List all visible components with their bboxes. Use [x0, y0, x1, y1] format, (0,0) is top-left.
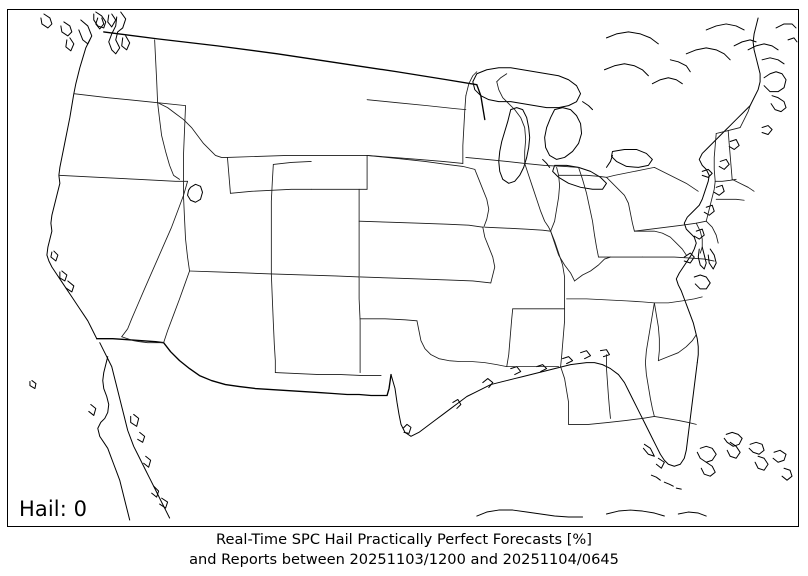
conus-map — [8, 10, 798, 526]
coastline-us-west — [30, 40, 97, 389]
caption-line-2: and Reports between 20251103/1200 and 20… — [189, 551, 619, 569]
coastline-chesapeake — [694, 247, 716, 289]
state-borders-west — [59, 40, 381, 376]
coastline-canada-inner — [604, 32, 784, 84]
state-borders-midwest — [497, 74, 754, 425]
coastline-baja-mexico — [89, 343, 170, 520]
caption-line-1: Real-Time SPC Hail Practically Perfect F… — [216, 531, 592, 548]
great-salt-lake — [188, 184, 203, 202]
coastline-british-columbia — [41, 12, 106, 36]
national-border-mexico — [97, 339, 391, 396]
map-frame: Hail: 0 — [7, 9, 799, 527]
national-border-canada — [104, 32, 485, 120]
coastline-atlantic — [676, 106, 750, 363]
coastline-pacific-northwest — [66, 12, 130, 54]
coastline-northeast — [706, 18, 797, 135]
coastline-gulf — [391, 350, 697, 469]
figure-caption: Real-Time SPC Hail Practically Perfect F… — [0, 530, 808, 570]
coastline-caribbean — [477, 432, 792, 517]
great-lakes — [473, 68, 653, 190]
report-count-label: Hail: 0 — [19, 497, 88, 521]
state-borders-plains — [359, 72, 551, 367]
